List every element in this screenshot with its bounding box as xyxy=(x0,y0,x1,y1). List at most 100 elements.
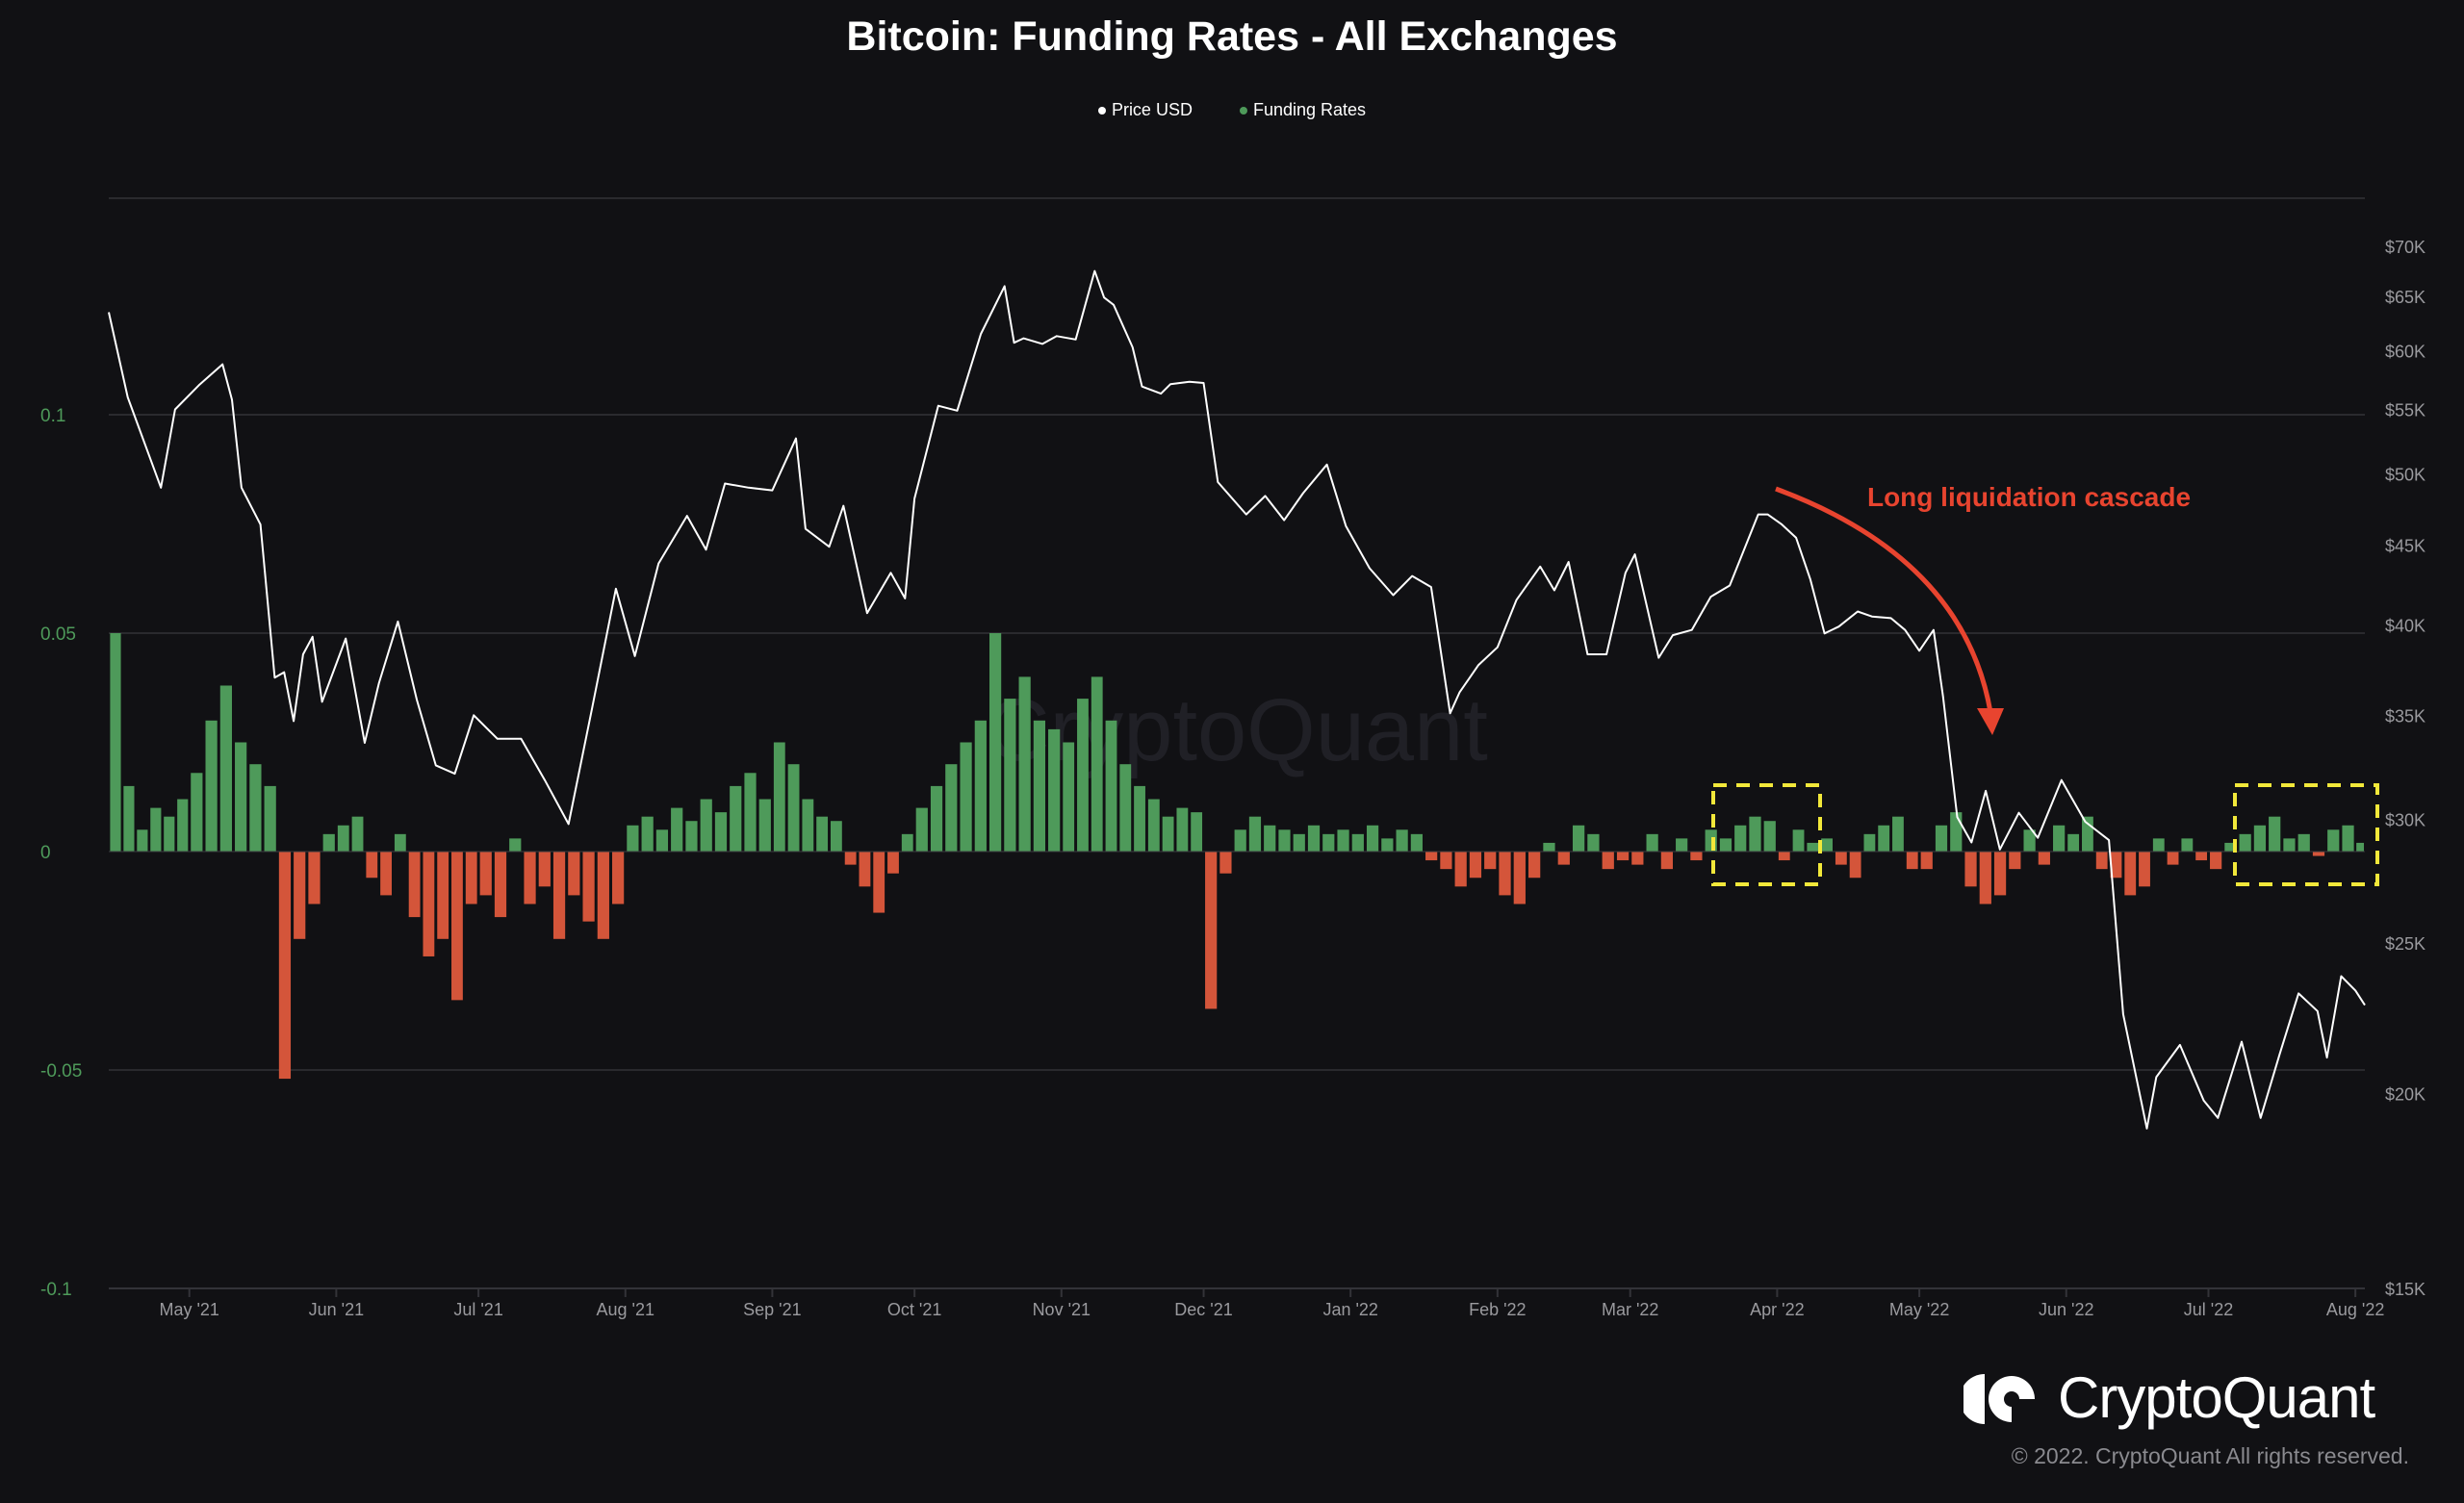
funding-rate-bar xyxy=(150,807,162,852)
x-axis-tick-label: Jun '22 xyxy=(2039,1300,2093,1319)
funding-rate-bar xyxy=(700,799,712,852)
funding-rate-bar xyxy=(437,852,449,939)
funding-rate-bar xyxy=(524,852,536,904)
funding-rate-bar xyxy=(2167,852,2179,865)
chart-title: Bitcoin: Funding Rates - All Exchanges xyxy=(846,13,1618,60)
funding-rate-bar xyxy=(1878,825,1890,852)
funding-rate-bar xyxy=(730,785,742,852)
right-axis-tick-label: $65K xyxy=(2385,288,2426,307)
funding-rate-bar xyxy=(1191,812,1203,852)
left-axis-tick-label: -0.1 xyxy=(40,1280,72,1300)
funding-rate-bar xyxy=(1234,829,1246,852)
x-axis-tick-label: Feb '22 xyxy=(1469,1300,1526,1319)
funding-rate-bar xyxy=(1425,852,1438,861)
funding-rate-bar xyxy=(1381,838,1394,852)
funding-rate-bar xyxy=(744,773,757,852)
funding-rate-bar xyxy=(1176,807,1189,852)
funding-rate-bar xyxy=(1690,852,1703,861)
funding-rate-bar xyxy=(1219,852,1232,874)
funding-rate-bar xyxy=(802,799,814,852)
funding-rate-bar xyxy=(714,812,728,852)
funding-rate-bar xyxy=(1778,852,1790,861)
right-axis-tick-label: $35K xyxy=(2385,706,2426,726)
funding-rate-bar xyxy=(465,852,477,904)
funding-rate-bar xyxy=(685,821,698,852)
funding-rate-bar xyxy=(1935,825,1948,852)
funding-rate-bar xyxy=(887,852,899,874)
funding-rate-bar xyxy=(1004,699,1016,852)
funding-rate-bar xyxy=(582,852,595,922)
funding-rate-bar xyxy=(2210,852,2222,870)
funding-rate-bar xyxy=(2239,833,2251,852)
price-line xyxy=(108,269,2366,1130)
funding-rate-bar xyxy=(1587,833,1600,852)
funding-rate-bar xyxy=(479,852,492,896)
x-axis-tick-label: May '22 xyxy=(1889,1300,1949,1319)
funding-rate-bar xyxy=(278,852,292,1080)
funding-rate-bar xyxy=(219,685,232,852)
x-axis-tick-label: Aug '21 xyxy=(597,1300,655,1319)
funding-rate-bar xyxy=(2327,829,2340,852)
funding-rate-bar xyxy=(366,852,378,879)
legend-item-funding[interactable]: Funding Rates xyxy=(1239,100,1366,120)
legend-dot-icon xyxy=(1097,107,1106,115)
funding-rate-bar xyxy=(1557,852,1570,865)
funding-rate-bar xyxy=(509,838,522,852)
funding-rate-bar xyxy=(2023,829,2036,852)
funding-rate-bar xyxy=(1033,720,1046,852)
funding-rate-bar xyxy=(1264,825,1276,852)
funding-rate-bar xyxy=(2195,852,2208,861)
arrow-line xyxy=(1775,486,1993,713)
funding-rate-bar xyxy=(2181,838,2194,852)
funding-rate-bar xyxy=(1719,838,1732,852)
right-axis-tick-label: $30K xyxy=(2385,811,2426,830)
funding-rate-bar xyxy=(1337,829,1349,852)
funding-rate-bar xyxy=(1734,825,1747,852)
funding-rate-bar xyxy=(1964,852,1977,887)
funding-rate-bar xyxy=(1248,816,1262,852)
funding-rate-bar xyxy=(641,816,654,852)
funding-rate-bar xyxy=(1950,812,1963,852)
funding-rate-bar xyxy=(308,852,321,904)
funding-rate-bar xyxy=(1807,842,1819,852)
funding-rate-bar xyxy=(1440,852,1452,870)
funding-rate-bar xyxy=(844,852,857,865)
funding-rate-bar xyxy=(1821,838,1833,852)
funding-rate-bar xyxy=(408,852,421,918)
legend-item-price[interactable]: Price USD xyxy=(1097,100,1193,120)
funding-rate-bar xyxy=(294,852,306,939)
funding-rate-bar xyxy=(1351,833,1364,852)
funding-rate-bar xyxy=(1484,852,1497,870)
funding-rate-bar xyxy=(1513,852,1526,904)
watermark: CryptoQuant xyxy=(986,681,1488,779)
left-axis-tick-label: -0.05 xyxy=(40,1061,82,1082)
funding-rate-bar xyxy=(538,852,551,887)
x-axis-tick-label: Dec '21 xyxy=(1174,1300,1232,1319)
funding-rate-bar xyxy=(1077,699,1089,852)
funding-rate-bar xyxy=(2110,852,2122,879)
funding-rate-bar xyxy=(1602,852,1614,870)
funding-rate-bar xyxy=(1396,829,1408,852)
funding-rate-bar xyxy=(930,785,943,852)
funding-rate-bar xyxy=(873,852,886,913)
right-axis-tick-label: $20K xyxy=(2385,1085,2426,1105)
funding-rate-bar xyxy=(1048,728,1061,852)
funding-rate-bar xyxy=(2067,833,2080,852)
funding-rate-bar xyxy=(2269,816,2281,852)
brand-name: CryptoQuant xyxy=(2058,1365,2375,1430)
left-axis-tick-label: 0.1 xyxy=(40,406,65,426)
funding-rate-bar xyxy=(1993,852,2007,896)
axes: 0.1 0.05 0 -0.05 -0.1 $70K $65K $60K $55K $50K $45… xyxy=(40,238,2426,1319)
annotation: Long liquidation cascade xyxy=(1711,482,2379,886)
legend: Price USD Funding Rates xyxy=(0,100,2464,120)
funding-rate-bar xyxy=(1018,676,1031,852)
x-axis-tick-label: Oct '21 xyxy=(887,1300,941,1319)
funding-rate-bar xyxy=(2124,852,2137,896)
funding-rate-bar xyxy=(1892,816,1904,852)
funding-rate-bar xyxy=(1920,852,1933,870)
funding-rate-bar xyxy=(2283,838,2296,852)
funding-rate-bar xyxy=(2053,825,2066,852)
grid xyxy=(109,197,2365,1289)
right-axis-tick-label: $70K xyxy=(2385,238,2426,257)
brand-logo: CryptoQuant xyxy=(1964,1364,2416,1432)
